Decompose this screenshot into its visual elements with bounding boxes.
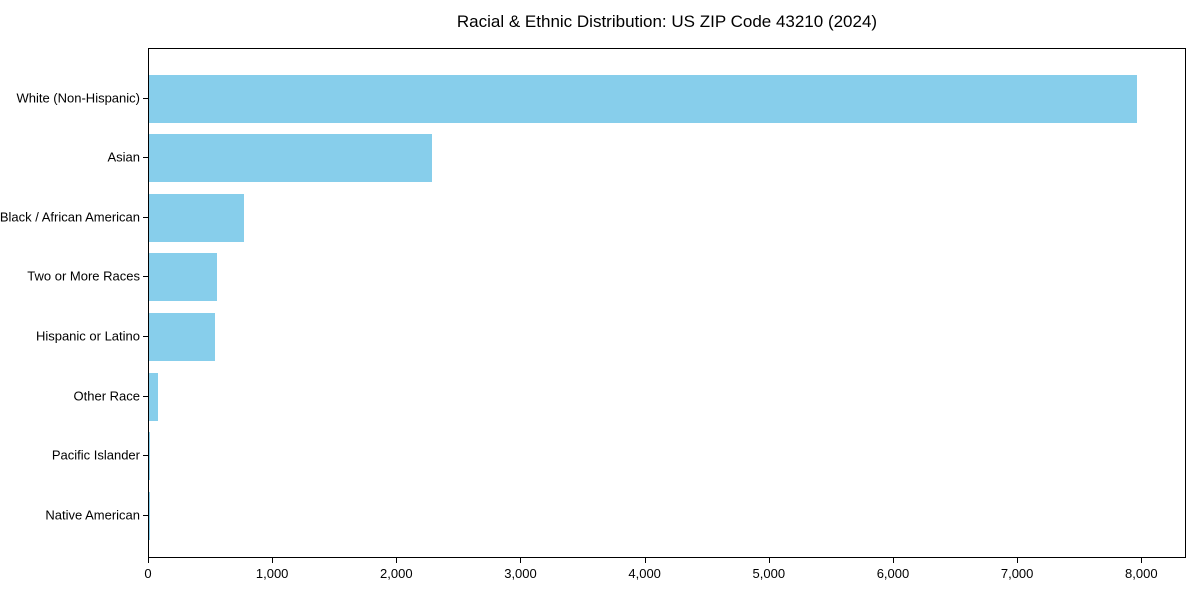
y-axis-tick (143, 455, 148, 457)
x-tick-label-3-000: 3,000 (504, 566, 537, 581)
x-axis-tick (1017, 558, 1019, 563)
x-tick-label-7-000: 7,000 (1000, 566, 1034, 581)
y-tick-label-black-african-american: Black / African American (0, 209, 140, 225)
y-axis-tick (143, 216, 148, 218)
x-tick-label-1-000: 1,000 (255, 566, 289, 581)
y-tick-label-other-race: Other Race (73, 388, 140, 404)
y-axis-tick (143, 276, 148, 278)
x-axis-tick (272, 558, 274, 563)
x-axis-tick (1141, 558, 1143, 563)
y-axis-tick (143, 157, 148, 159)
bar-two-or-more-races (149, 253, 217, 302)
y-axis-tick (143, 97, 148, 99)
y-axis-tick (143, 395, 148, 397)
x-tick-label-8-000: 8,000 (1125, 566, 1158, 581)
bar-pacific-islander (149, 432, 151, 481)
bar-black-african-american (149, 193, 244, 242)
x-axis-tick (396, 558, 398, 563)
y-tick-label-hispanic-or-latino: Hispanic or Latino (35, 328, 140, 344)
x-tick-label-5-000: 5,000 (752, 566, 786, 581)
y-tick-label-white-non-hispanic: White (Non-Hispanic) (16, 90, 140, 105)
y-tick-label-two-or-more-races: Two or More Races (27, 268, 140, 284)
x-axis-tick (520, 558, 522, 563)
x-axis-tick (148, 558, 149, 563)
y-tick-label-pacific-islander: Pacific Islander (51, 447, 140, 463)
y-tick-label-asian: Asian (107, 149, 140, 165)
y-axis-tick (143, 514, 148, 516)
bar-asian (149, 134, 433, 183)
x-tick-label-0: 0 (144, 566, 152, 581)
bar-other-race (149, 372, 158, 421)
chart-title: Racial & Ethnic Distribution: US ZIP Cod… (456, 12, 878, 31)
x-tick-label-2-000: 2,000 (380, 566, 413, 581)
bar-native-american (149, 491, 150, 540)
x-tick-label-4-000: 4,000 (628, 566, 661, 581)
x-tick-label-6-000: 6,000 (876, 566, 910, 581)
bar-white-non-hispanic (149, 74, 1137, 123)
x-axis-tick (892, 558, 894, 563)
x-axis-tick (768, 558, 770, 563)
y-tick-label-native-american: Native American (45, 507, 140, 523)
bar-hispanic-or-latino (149, 313, 215, 362)
y-axis-tick (143, 336, 148, 338)
x-axis-tick (644, 558, 646, 563)
plot-area (148, 48, 1186, 558)
